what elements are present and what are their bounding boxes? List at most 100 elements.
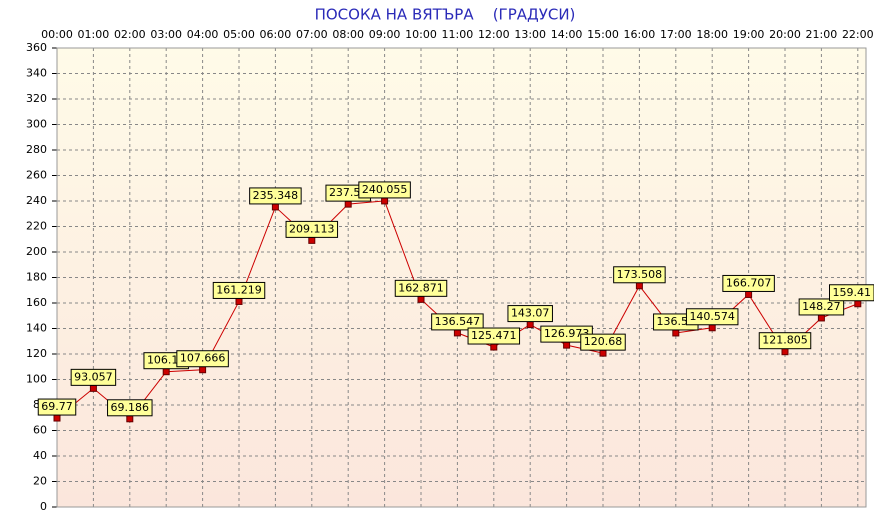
x-tick-label: 12:00 [478, 28, 510, 41]
x-tick-label: 11:00 [442, 28, 474, 41]
data-label: 121.805 [762, 334, 808, 347]
data-label: 240.055 [362, 183, 408, 196]
data-label: 106.12 [147, 354, 186, 367]
x-tick-label: 22:00 [842, 28, 874, 41]
data-label: 136.51 [657, 315, 696, 328]
data-label: 166.707 [726, 276, 772, 289]
x-tick-label: 21:00 [806, 28, 838, 41]
x-tick-label: 08:00 [332, 28, 364, 41]
data-label-box [107, 399, 153, 417]
y-tick-label: 320 [26, 92, 47, 105]
data-label: 120.68 [584, 335, 623, 348]
data-label-box [394, 279, 448, 297]
x-tick-label: 02:00 [114, 28, 146, 41]
y-tick-label: 360 [26, 41, 47, 54]
data-label: 173.508 [617, 268, 663, 281]
data-label-box [358, 181, 411, 199]
data-label: 148.27 [802, 300, 841, 313]
data-point [672, 329, 680, 337]
data-label: 161.219 [216, 283, 262, 296]
data-label: 143.07 [511, 307, 550, 320]
data-point [271, 203, 279, 211]
y-tick-label: 340 [26, 67, 47, 80]
data-label-box [829, 284, 874, 302]
data-label: 162.871 [398, 281, 444, 294]
x-tick-label: 20:00 [769, 28, 801, 41]
x-tick-label: 13:00 [514, 28, 546, 41]
data-label: 235.348 [253, 189, 299, 202]
data-label: 125.471 [471, 329, 517, 342]
data-point [490, 343, 498, 351]
x-tick-label: 17:00 [660, 28, 692, 41]
data-label-box [431, 313, 484, 331]
data-point [599, 349, 607, 357]
data-label: 93.057 [74, 370, 113, 383]
y-tick-label: 180 [26, 271, 47, 284]
data-point [381, 197, 389, 205]
x-tick-label: 01:00 [78, 28, 110, 41]
data-label-box [285, 220, 339, 238]
data-label-box [685, 308, 739, 326]
data-point [344, 200, 352, 208]
data-label-box [176, 350, 229, 368]
y-tick-label: 260 [26, 169, 47, 182]
data-point [817, 314, 825, 322]
y-tick-label: 120 [26, 347, 47, 360]
y-tick-label: 0 [40, 500, 47, 513]
data-label: 159.41 [833, 286, 872, 299]
x-tick-label: 09:00 [369, 28, 401, 41]
x-tick-label: 00:00 [41, 28, 73, 41]
data-point [563, 341, 571, 349]
y-tick-label: 220 [26, 220, 47, 233]
y-tick-label: 140 [26, 322, 47, 335]
data-label-box [722, 274, 775, 292]
x-tick-label: 16:00 [624, 28, 656, 41]
x-tick-label: 04:00 [187, 28, 219, 41]
y-tick-label: 20 [33, 475, 47, 488]
data-point [635, 282, 643, 290]
y-tick-label: 60 [33, 424, 47, 437]
data-label: 136.547 [435, 315, 481, 328]
y-tick-label: 100 [26, 373, 47, 386]
data-point [308, 236, 316, 244]
data-label-box [467, 327, 521, 345]
x-tick-label: 15:00 [587, 28, 619, 41]
y-tick-label: 160 [26, 296, 47, 309]
chart-title: ПОСОКА НА ВЯТЪРА (ГРАДУСИ) [315, 6, 576, 24]
y-tick-label: 300 [26, 118, 47, 131]
data-label: 140.574 [689, 310, 735, 323]
data-label-box [613, 266, 666, 284]
data-label-box [798, 298, 845, 316]
data-point [781, 348, 789, 356]
data-point [708, 324, 716, 332]
x-tick-label: 19:00 [733, 28, 765, 41]
data-label: 209.113 [289, 222, 335, 235]
data-label-box [70, 368, 117, 386]
y-tick-label: 240 [26, 194, 47, 207]
data-label-box [249, 187, 302, 205]
data-point [199, 366, 207, 374]
data-label: 69.186 [111, 401, 150, 414]
x-tick-label: 10:00 [405, 28, 437, 41]
y-tick-label: 280 [26, 143, 47, 156]
data-label-box [758, 332, 812, 350]
x-tick-label: 14:00 [551, 28, 583, 41]
data-label-box [507, 305, 553, 323]
y-tick-label: 200 [26, 245, 47, 258]
data-point [235, 297, 243, 305]
data-label-box [580, 333, 626, 351]
data-point [526, 321, 534, 329]
x-tick-label: 03:00 [150, 28, 182, 41]
data-label: 107.666 [180, 352, 226, 365]
data-label: 69.77 [41, 400, 73, 413]
x-tick-label: 18:00 [696, 28, 728, 41]
data-point [453, 329, 461, 337]
data-label-box [37, 398, 77, 416]
data-point [417, 295, 425, 303]
data-label: 237.55 [329, 186, 368, 199]
data-point [126, 415, 134, 423]
data-label: 126.973 [544, 327, 590, 340]
data-point [162, 368, 170, 376]
data-point [53, 414, 61, 422]
